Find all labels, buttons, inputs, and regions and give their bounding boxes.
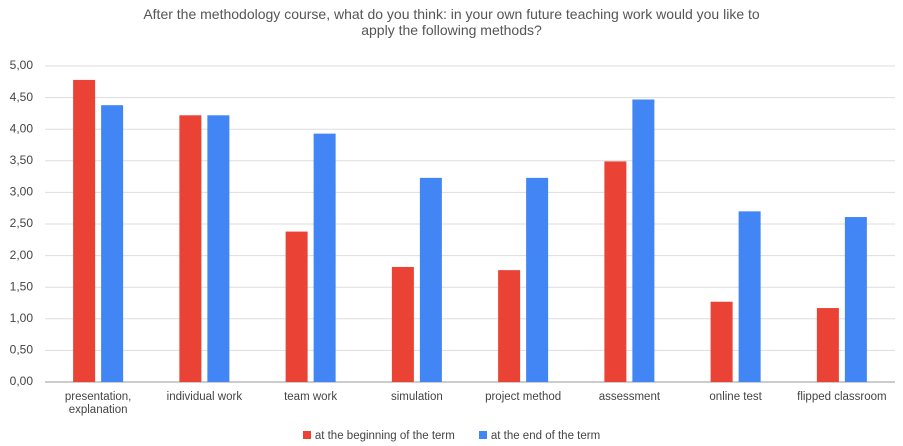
y-tick-label: 4,50 [10, 90, 34, 104]
y-tick-label: 0,50 [10, 343, 34, 357]
bar [710, 301, 733, 382]
y-tick-label: 5,00 [10, 58, 34, 72]
legend-label: at the beginning of the term [314, 430, 455, 442]
chart-title: After the methodology course, what do yo… [143, 6, 760, 38]
legend-item: at the end of the term [478, 430, 601, 442]
bar [207, 115, 230, 383]
bar [101, 105, 124, 383]
x-tick-label: simulation [390, 391, 443, 403]
legend-swatch [478, 431, 487, 439]
x-tick-label: team work [284, 391, 338, 403]
x-tick-label: flipped classroom [797, 391, 887, 403]
bar [816, 308, 839, 382]
y-tick-label: 4,00 [10, 121, 34, 135]
y-tick-label: 2,00 [10, 248, 34, 262]
bar [738, 211, 761, 382]
legend: at the beginning of the term at the end o… [0, 430, 903, 442]
bar [844, 217, 867, 382]
bar [419, 177, 442, 382]
bar [526, 177, 549, 382]
x-tick-label: presentation, explanation [64, 391, 132, 416]
y-tick-label: 2,50 [10, 216, 34, 230]
y-tick-label: 3,00 [10, 185, 34, 199]
y-tick-label: 1,50 [10, 279, 34, 293]
legend-swatch [302, 431, 311, 439]
bar [604, 161, 627, 382]
bar [391, 266, 414, 382]
x-tick-label: individual work [166, 391, 243, 403]
x-tick-label: assessment [598, 391, 661, 403]
x-tick-label: online test [709, 391, 762, 403]
legend-item: at the beginning of the term [302, 430, 455, 442]
x-tick-label: project method [485, 391, 562, 403]
y-tick-label: 3,50 [10, 153, 34, 167]
legend-label: at the end of the term [490, 430, 601, 442]
bar [632, 99, 655, 382]
y-tick-label: 1,00 [10, 311, 34, 325]
bar [498, 270, 521, 382]
bar [285, 231, 308, 382]
y-tick-label: 0,00 [10, 374, 34, 388]
bar [179, 115, 202, 383]
bar [73, 79, 96, 383]
bar [313, 133, 336, 382]
